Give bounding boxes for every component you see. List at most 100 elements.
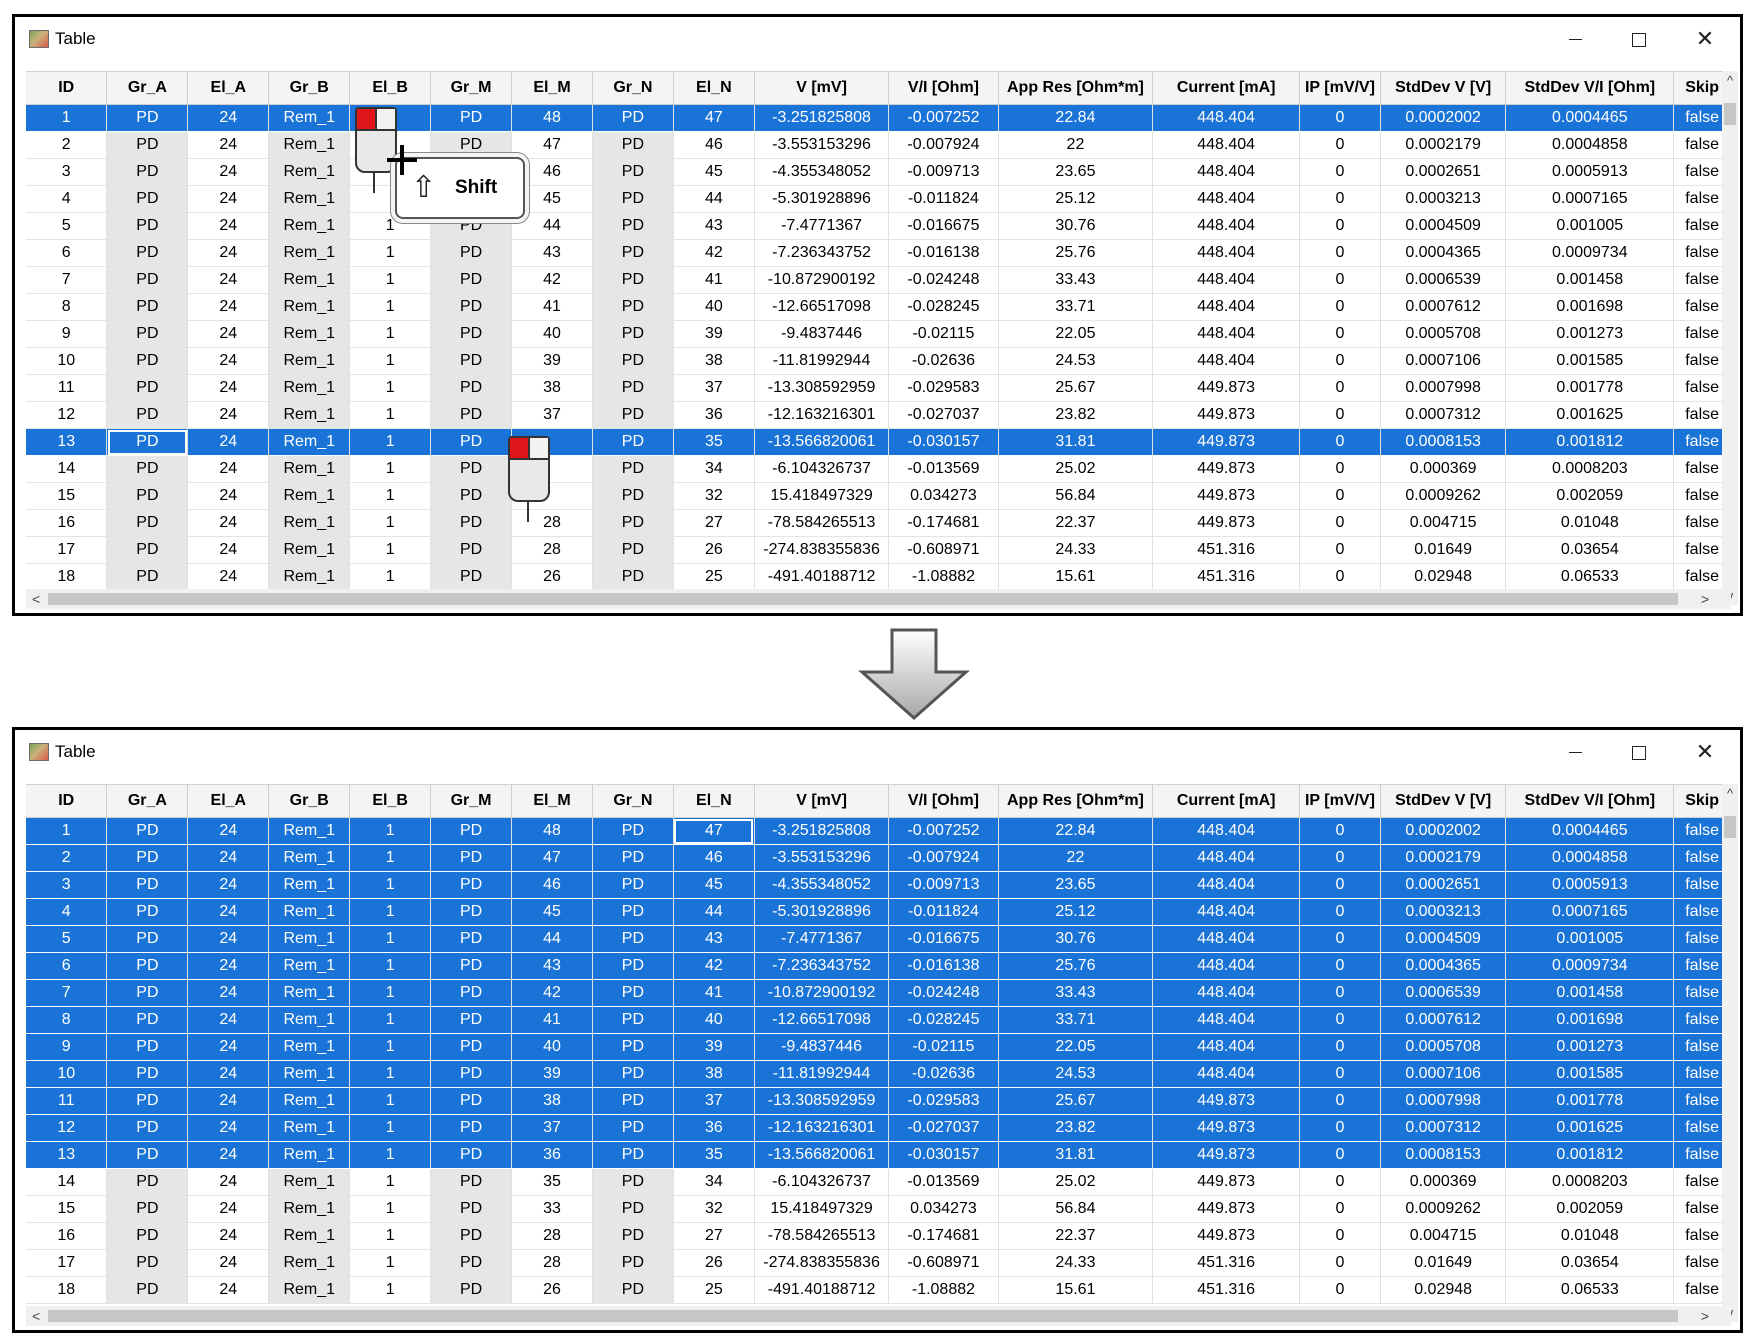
table-cell[interactable]: 0.034273	[888, 1195, 999, 1223]
table-cell[interactable]: 44	[673, 185, 755, 213]
table-cell[interactable]: 0.0005913	[1505, 871, 1675, 899]
table-cell[interactable]: 15	[26, 1195, 108, 1223]
table-cell[interactable]: 0	[1299, 374, 1381, 402]
table-cell[interactable]: 40	[673, 1006, 755, 1034]
table-cell[interactable]: PD	[430, 871, 513, 899]
table-cell[interactable]: PD	[430, 1222, 513, 1250]
minimize-button[interactable]	[1552, 23, 1598, 55]
scroll-up-icon[interactable]: ^	[1726, 786, 1734, 801]
table-cell[interactable]: false	[1673, 1195, 1731, 1223]
table-cell[interactable]: 34	[673, 1168, 755, 1196]
table-cell[interactable]: 0.001273	[1505, 1033, 1675, 1061]
table-cell[interactable]: 1	[349, 1276, 432, 1304]
table-cell[interactable]: 0.01048	[1505, 509, 1675, 537]
table-cell[interactable]: 6	[26, 239, 108, 267]
table-cell[interactable]: 1	[349, 1249, 432, 1277]
table-cell[interactable]: 13	[26, 428, 108, 456]
table-cell[interactable]: PD	[106, 844, 189, 872]
table-cell[interactable]: 3	[26, 158, 108, 186]
table-cell[interactable]: -6.104326737	[754, 1168, 890, 1196]
table-cell[interactable]: Rem_1	[268, 1168, 351, 1196]
table-cell[interactable]: 56.84	[998, 482, 1154, 510]
table-cell[interactable]: 22	[998, 131, 1154, 159]
table-cell[interactable]: -0.011824	[888, 185, 999, 213]
table-cell[interactable]: Rem_1	[268, 979, 351, 1007]
table-cell[interactable]: PD	[430, 1195, 513, 1223]
table-cell[interactable]: PD	[592, 428, 674, 456]
table-row[interactable]: 8 PD 24 Rem_1 1 PD 41 PD 40 -12.66517098 -0.028245…	[26, 1006, 1731, 1034]
table-cell[interactable]: 0	[1299, 1195, 1381, 1223]
scroll-left-icon[interactable]: <	[32, 591, 41, 607]
table-cell[interactable]: 2	[26, 131, 108, 159]
table-cell[interactable]: 0	[1299, 536, 1381, 564]
table-cell[interactable]: 2	[26, 844, 108, 872]
table-cell[interactable]: Rem_1	[268, 1114, 351, 1142]
table-cell[interactable]: Rem_1	[268, 482, 351, 510]
table-cell[interactable]: 1	[26, 817, 108, 845]
table-cell[interactable]: -7.236343752	[754, 952, 890, 980]
table-cell[interactable]: 45	[511, 185, 593, 213]
table-cell[interactable]: 24	[187, 563, 270, 591]
table-row[interactable]: 12 PD 24 Rem_1 1 PD 37 PD 36 -12.163216301 -0.0270…	[26, 401, 1731, 429]
table-cell[interactable]: 0.0009734	[1505, 239, 1675, 267]
table-cell[interactable]: 47	[673, 817, 755, 845]
horizontal-scrollbar[interactable]: < >	[26, 1306, 1731, 1326]
table-cell[interactable]: 27	[673, 509, 755, 537]
table-cell[interactable]: PD	[106, 1006, 189, 1034]
table-cell[interactable]: 6	[26, 952, 108, 980]
table-cell[interactable]: 48	[511, 817, 593, 845]
table-cell[interactable]: 15.418497329	[754, 482, 890, 510]
table-cell[interactable]: 1	[349, 509, 432, 537]
table-cell[interactable]: Rem_1	[268, 563, 351, 591]
table-cell[interactable]: 25.12	[998, 898, 1154, 926]
table-cell[interactable]: 0	[1299, 1006, 1381, 1034]
table-cell[interactable]: 24	[187, 509, 270, 537]
table-cell[interactable]: false	[1673, 1006, 1731, 1034]
table-cell[interactable]: -3.251825808	[754, 817, 890, 845]
table-cell[interactable]: 0.0006539	[1380, 979, 1507, 1007]
table-cell[interactable]: 451.316	[1152, 536, 1300, 564]
table-cell[interactable]: 0.001812	[1505, 1141, 1675, 1169]
table-cell[interactable]: Rem_1	[268, 320, 351, 348]
table-cell[interactable]: 24	[187, 158, 270, 186]
table-cell[interactable]: PD	[592, 212, 674, 240]
scroll-up-icon[interactable]: ^	[1726, 73, 1734, 88]
column-header[interactable]: El_A	[187, 72, 270, 105]
title-bar[interactable]: Table ✕	[15, 17, 1740, 63]
table-cell[interactable]: -7.236343752	[754, 239, 890, 267]
table-cell[interactable]: 39	[673, 320, 755, 348]
table-cell[interactable]: Rem_1	[268, 817, 351, 845]
table-cell[interactable]: 22.84	[998, 817, 1154, 845]
table-cell[interactable]: 0	[1299, 979, 1381, 1007]
table-cell[interactable]: 44	[511, 925, 593, 953]
table-cell[interactable]: -0.174681	[888, 1222, 999, 1250]
table-cell[interactable]: 1	[349, 1114, 432, 1142]
table-cell[interactable]: 24	[187, 979, 270, 1007]
table-cell[interactable]: PD	[106, 952, 189, 980]
table-cell[interactable]: PD	[106, 979, 189, 1007]
table-cell[interactable]: 449.873	[1152, 1195, 1300, 1223]
table-cell[interactable]: 0	[1299, 1168, 1381, 1196]
table-cell[interactable]: 1	[349, 347, 432, 375]
table-cell[interactable]: false	[1673, 898, 1731, 926]
table-cell[interactable]: Rem_1	[268, 1087, 351, 1115]
table-cell[interactable]: 42	[511, 979, 593, 1007]
table-cell[interactable]: 0	[1299, 952, 1381, 980]
table-cell[interactable]: -0.016138	[888, 239, 999, 267]
table-cell[interactable]: 37	[673, 374, 755, 402]
table-cell[interactable]: 0.001585	[1505, 1060, 1675, 1088]
table-cell[interactable]: 5	[26, 925, 108, 953]
table-cell[interactable]: 23.82	[998, 1114, 1154, 1142]
table-cell[interactable]: -0.007924	[888, 131, 999, 159]
table-cell[interactable]: 25.02	[998, 1168, 1154, 1196]
table-cell[interactable]: false	[1673, 1222, 1731, 1250]
table-cell[interactable]: 22.37	[998, 509, 1154, 537]
table-cell[interactable]: PD	[430, 1276, 513, 1304]
table-cell[interactable]: 0	[1299, 1141, 1381, 1169]
table-cell[interactable]: false	[1673, 844, 1731, 872]
table-row[interactable]: 1 PD 24 Rem_1 PD 48 PD 47 -3.251825808 -0.007252 2…	[26, 104, 1731, 132]
table-cell[interactable]: 24	[187, 1060, 270, 1088]
table-cell[interactable]: 38	[511, 1087, 593, 1115]
table-cell[interactable]: 0	[1299, 293, 1381, 321]
table-cell[interactable]: PD	[106, 131, 189, 159]
